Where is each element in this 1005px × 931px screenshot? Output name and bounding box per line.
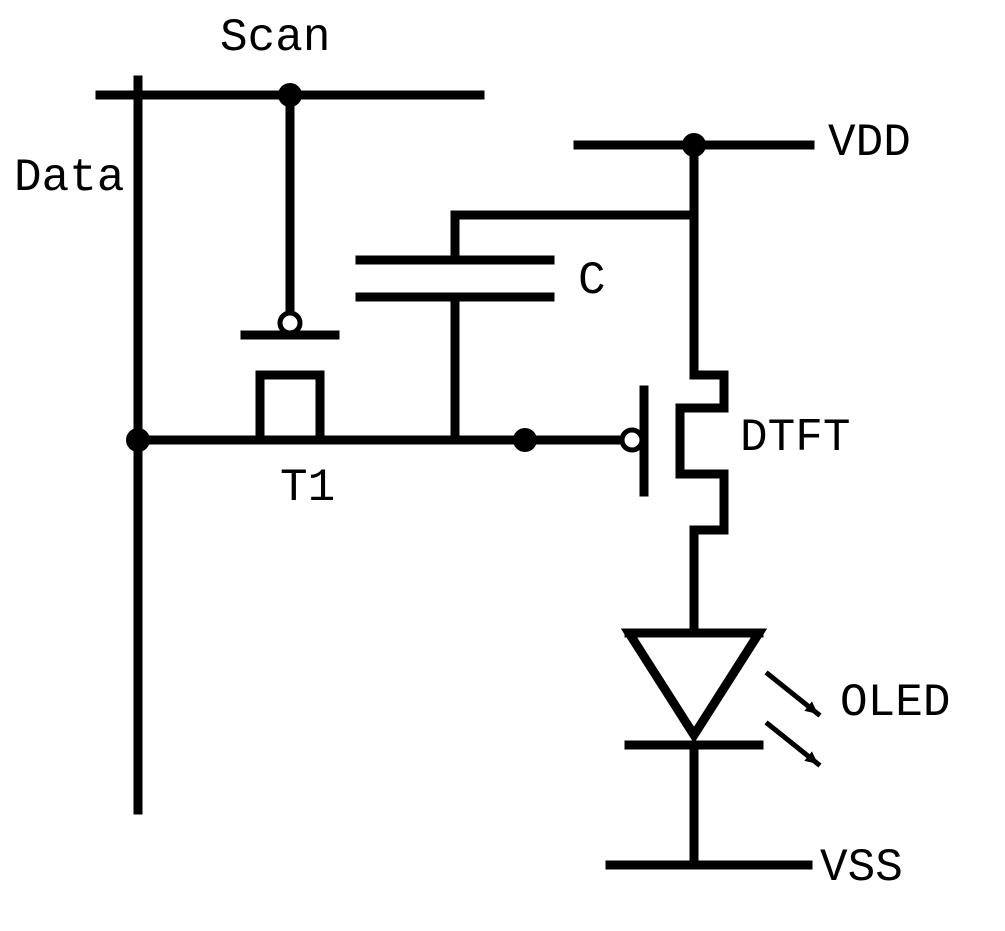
node-gate bbox=[513, 428, 537, 452]
node-data-tap bbox=[126, 428, 150, 452]
label-vss: VSS bbox=[820, 842, 903, 894]
node-scan-tap bbox=[278, 83, 302, 107]
label-data: Data bbox=[14, 152, 124, 204]
node-vdd-tap bbox=[682, 133, 706, 157]
label-oled: OLED bbox=[840, 677, 950, 729]
label-t1: T1 bbox=[280, 462, 335, 514]
dtft-pmos-bubble bbox=[622, 430, 642, 450]
oled-triangle bbox=[629, 633, 759, 735]
label-scan: Scan bbox=[220, 12, 330, 64]
label-c: C bbox=[578, 255, 606, 307]
t1-pmos-bubble bbox=[280, 313, 300, 333]
label-vdd: VDD bbox=[828, 117, 911, 169]
label-dtft: DTFT bbox=[740, 412, 850, 464]
